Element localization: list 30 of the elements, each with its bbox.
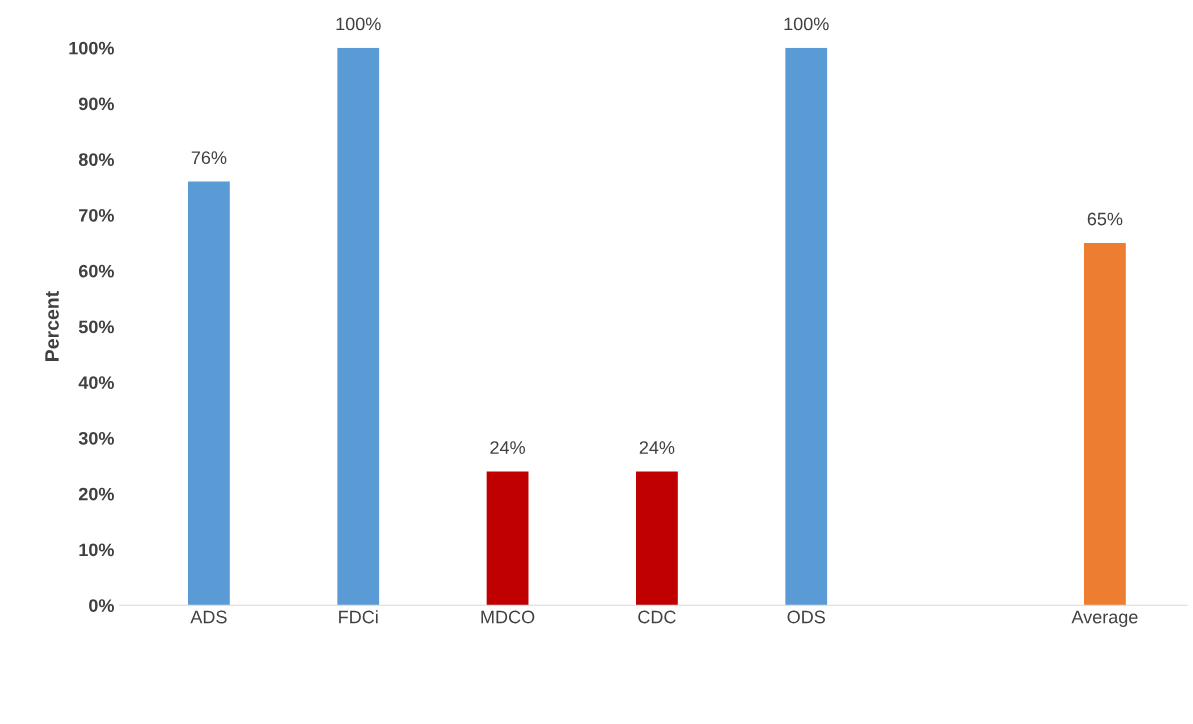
x-tick-label: FDCi: [339, 610, 378, 624]
y-tick-label: 80%: [78, 153, 114, 166]
y-tick-label: 90%: [78, 97, 114, 111]
y-tick-label: 40%: [78, 376, 114, 389]
bar: [1083, 242, 1126, 606]
data-label: 100%: [336, 17, 381, 31]
bar: [337, 47, 380, 606]
y-tick-label: 100%: [69, 41, 114, 55]
y-tick-label: 20%: [78, 487, 114, 501]
x-tick-label: MDCO: [481, 610, 535, 624]
bar: [635, 471, 678, 606]
bar: [486, 471, 529, 606]
data-label: 65%: [1087, 212, 1123, 226]
bar: [187, 181, 230, 606]
y-tick-label: 70%: [79, 208, 114, 222]
x-tick-label: ODS: [787, 610, 825, 624]
y-axis-title: Percent: [45, 291, 59, 361]
data-label: 76%: [191, 151, 227, 165]
y-tick-label: 10%: [79, 543, 114, 557]
data-label: 24%: [490, 441, 525, 454]
bar: [785, 47, 828, 606]
x-tick-label: ADS: [190, 610, 227, 624]
y-tick-label: 60%: [78, 264, 114, 278]
y-tick-label: 0%: [89, 599, 114, 612]
y-tick-label: 30%: [78, 431, 114, 445]
x-tick-label: CDC: [638, 610, 676, 624]
x-tick-label: Average: [1071, 610, 1138, 627]
data-label: 100%: [784, 17, 829, 31]
data-label: 24%: [639, 441, 675, 454]
y-tick-label: 50%: [78, 320, 114, 334]
